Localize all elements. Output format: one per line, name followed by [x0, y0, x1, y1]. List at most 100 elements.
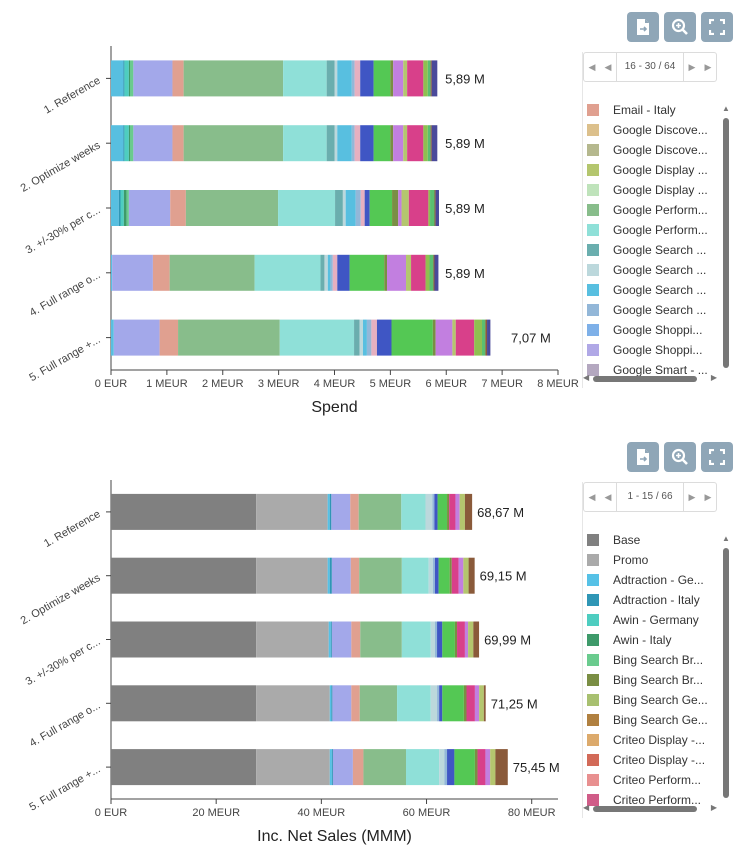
bar-segment [112, 254, 153, 291]
export-button[interactable] [627, 442, 659, 472]
bar-segment [256, 749, 330, 786]
bar-segment [425, 493, 433, 530]
legend-label: Google Shoppi... [613, 343, 703, 357]
x-axis-title: Inc. Net Sales (MMM) [257, 828, 412, 845]
bar-segment [430, 125, 432, 162]
bar-segment [256, 557, 328, 594]
legend-item[interactable]: Google Search ... [587, 280, 715, 300]
bar-segment [487, 319, 491, 356]
y-tick-label: 1. Reference [42, 508, 103, 550]
legend-item[interactable]: Google Perform... [587, 200, 715, 220]
scroll-thumb[interactable] [593, 376, 697, 382]
legend-label: Bing Search Br... [613, 653, 704, 667]
spend-chart: 0 EUR 1 MEUR 2 MEUR 3 MEUR 4 MEUR 5 MEUR 6 MEU… [19, 46, 579, 416]
legend-label: Adtraction - Italy [613, 593, 700, 607]
legend-swatch [587, 534, 599, 546]
first-page-button[interactable]: ◀​ [588, 491, 596, 502]
bar-segment [474, 685, 480, 722]
legend-item[interactable]: Adtraction - Italy [587, 590, 715, 610]
bar-segment [442, 685, 464, 722]
legend-item[interactable]: Bing Search Ge... [587, 710, 715, 730]
bar-segment [111, 60, 124, 97]
legend-swatch [587, 144, 599, 156]
legend-swatch [587, 634, 599, 646]
first-page-button[interactable]: ◀​ [588, 61, 596, 72]
legend-item[interactable]: Google Discove... [587, 120, 715, 140]
legend-item[interactable]: Criteo Perform... [587, 770, 715, 790]
last-page-button[interactable]: ▶ [704, 61, 712, 72]
fullscreen-button[interactable] [701, 442, 733, 472]
bar-segment [113, 319, 160, 356]
bar-segment [351, 60, 355, 97]
bar-segment [283, 60, 327, 97]
zoom-button[interactable] [664, 12, 696, 42]
bar-segment [428, 557, 433, 594]
legend-item[interactable]: Bing Search Br... [587, 650, 715, 670]
scroll-thumb[interactable] [723, 118, 729, 368]
legend-swatch [587, 794, 599, 806]
legend-item[interactable]: Google Perform... [587, 220, 715, 240]
legend-item[interactable]: Email - Italy [587, 100, 715, 120]
bar-segment [411, 254, 426, 291]
bar-segment [331, 685, 333, 722]
legend-label: Google Search ... [613, 303, 707, 317]
export-button[interactable] [627, 12, 659, 42]
legend-item[interactable]: Google Search ... [587, 260, 715, 280]
legend-item[interactable]: Google Shoppi... [587, 340, 715, 360]
legend-item[interactable]: Google Display ... [587, 180, 715, 200]
scroll-thumb[interactable] [723, 548, 729, 798]
legend-vertical-scrollbar[interactable]: ▲ ▼ [721, 104, 731, 388]
legend-horizontal-scrollbar[interactable]: ◀ ▶ [583, 803, 717, 812]
bar-segment [435, 190, 439, 226]
legend-item[interactable]: Google Discove... [587, 140, 715, 160]
legend-vertical-scrollbar[interactable]: ▲ ▼ [721, 534, 731, 818]
prev-page-button[interactable]: ◀ [604, 61, 612, 72]
bar-segment [128, 190, 171, 226]
legend-item[interactable]: Bing Search Ge... [587, 690, 715, 710]
bar-segment [345, 190, 356, 226]
bar-segment [172, 60, 184, 97]
legend-item[interactable]: Google Display ... [587, 160, 715, 180]
bar-segment [373, 125, 391, 162]
bar-segment [430, 60, 432, 97]
legend-item[interactable]: Criteo Display -... [587, 750, 715, 770]
bar-segment [466, 685, 475, 722]
legend-swatch [587, 124, 599, 136]
legend-item[interactable]: Adtraction - Ge... [587, 570, 715, 590]
bar-segment [392, 190, 399, 226]
bar-segment [362, 319, 367, 356]
legend-pager: ◀​ ◀ 16 - 30 / 64 ▶ ▶ [583, 52, 717, 82]
legend-item[interactable]: Google Search ... [587, 240, 715, 260]
bar-segment [359, 319, 363, 356]
bar-segment [468, 557, 475, 594]
legend-item[interactable]: Google Smart - ... [587, 360, 715, 380]
legend-item[interactable]: Google Shoppi... [587, 320, 715, 340]
zoom-button[interactable] [664, 442, 696, 472]
legend-swatch [587, 104, 599, 116]
legend-item[interactable]: Bing Search Br... [587, 670, 715, 690]
legend-item[interactable]: Promo [587, 550, 715, 570]
legend-label: Google Search ... [613, 283, 707, 297]
bar-segment [360, 190, 365, 226]
bar-segment [427, 60, 431, 97]
bar-segment [350, 493, 359, 530]
next-page-button[interactable]: ▶ [688, 61, 696, 72]
legend-item[interactable]: Criteo Perform... [587, 790, 715, 810]
bar-segment [342, 190, 346, 226]
legend-swatch [587, 184, 599, 196]
legend-horizontal-scrollbar[interactable]: ◀ ▶ [583, 373, 717, 382]
next-page-button[interactable]: ▶ [688, 491, 696, 502]
legend-swatch [587, 694, 599, 706]
bar-segment [401, 493, 426, 530]
legend-item[interactable]: Awin - Italy [587, 630, 715, 650]
legend-swatch [587, 654, 599, 666]
legend-item[interactable]: Criteo Display -... [587, 730, 715, 750]
last-page-button[interactable]: ▶ [704, 491, 712, 502]
legend-item[interactable]: Google Search ... [587, 300, 715, 320]
legend-item[interactable]: Base [587, 530, 715, 550]
prev-page-button[interactable]: ◀ [604, 491, 612, 502]
net-sales-chart: 0 EUR 20 MEUR 40 MEUR 60 MEUR 80 MEUR 1. Refe… [19, 480, 560, 845]
legend-item[interactable]: Awin - Germany [587, 610, 715, 630]
fullscreen-button[interactable] [701, 12, 733, 42]
scroll-thumb[interactable] [593, 806, 697, 812]
